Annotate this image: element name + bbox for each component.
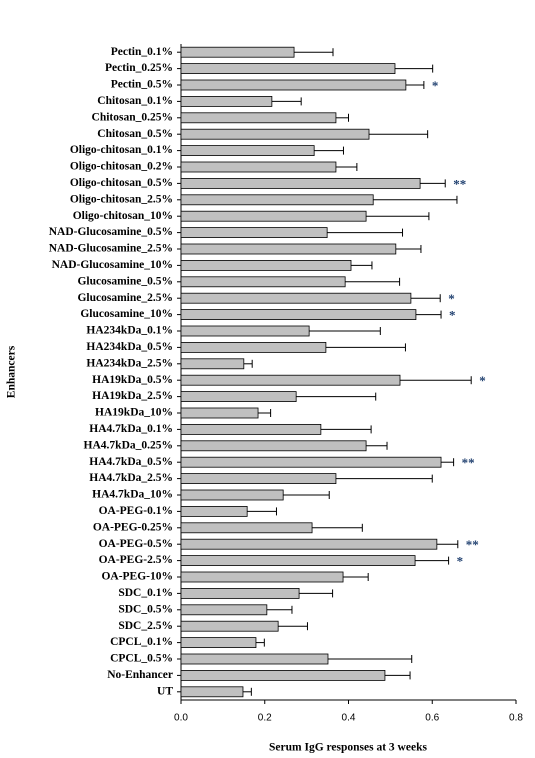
y-tick-label: OA-PEG-0.5% — [99, 538, 173, 550]
y-tick-label: HA4.7kDa_10% — [92, 489, 173, 501]
bar — [180, 653, 329, 665]
x-tick-label: 0.6 — [425, 713, 439, 724]
bar — [180, 358, 245, 370]
y-tick-label: Chitosan_0.25% — [92, 111, 173, 123]
bar — [180, 505, 248, 517]
x-tick-label: 0.4 — [342, 713, 356, 724]
y-tick-label: HA19kDa_2.5% — [92, 390, 173, 402]
bar — [180, 341, 327, 353]
y-tick-label: HA234kDa_0.1% — [86, 325, 173, 337]
y-tick-label: Glucosamine_10% — [80, 308, 173, 320]
y-tick-label: NAD-Glucosamine_10% — [52, 259, 173, 271]
significance-mark: ** — [462, 455, 475, 470]
bar — [180, 96, 273, 107]
bar — [180, 128, 370, 140]
bar — [180, 555, 416, 566]
y-tick-label: No-Enhancer — [107, 669, 173, 681]
y-tick-label: HA4.7kDa_0.5% — [89, 456, 173, 468]
y-tick-label: NAD-Glucosamine_0.5% — [49, 226, 173, 238]
bar — [180, 79, 407, 91]
y-tick-label: HA4.7kDa_0.1% — [89, 423, 173, 435]
y-tick-label: SDC_2.5% — [118, 620, 173, 632]
bar — [180, 46, 295, 58]
y-tick-label: HA4.7kDa_2.5% — [89, 472, 173, 484]
y-tick-label: HA4.7kDa_0.25% — [84, 439, 173, 451]
bar — [180, 686, 244, 698]
bar — [180, 538, 438, 550]
y-tick-label: Chitosan_0.1% — [97, 95, 173, 107]
bar — [180, 440, 367, 452]
y-tick-label: Oligo-chitosan_10% — [73, 210, 173, 222]
bar — [180, 276, 346, 288]
bar — [180, 177, 421, 189]
x-tick-label: 0.8 — [509, 713, 523, 724]
bar — [180, 620, 279, 632]
y-tick-label: Oligo-chitosan_0.5% — [70, 177, 173, 189]
y-tick-label: Chitosan_0.5% — [97, 128, 173, 140]
bar — [180, 374, 401, 386]
y-tick-label: SDC_0.1% — [118, 587, 173, 599]
significance-mark: ** — [453, 176, 466, 191]
bar — [180, 259, 352, 271]
y-tick-label: OA-PEG-2.5% — [99, 554, 173, 566]
bar — [180, 670, 386, 681]
y-tick-label: OA-PEG-0.1% — [99, 505, 173, 517]
y-tick-label: Pectin_0.1% — [111, 46, 173, 58]
x-tick-label: 0.2 — [258, 713, 272, 724]
y-tick-label: Pectin_0.25% — [105, 62, 173, 74]
significance-mark: * — [449, 308, 456, 323]
bar — [180, 604, 268, 616]
significance-mark: * — [448, 291, 455, 306]
bar — [180, 407, 259, 419]
significance-mark: * — [457, 554, 464, 569]
bar — [180, 423, 322, 435]
y-tick-label: HA19kDa_10% — [95, 407, 173, 419]
x-axis-label: Serum IgG responses at 3 weeks — [269, 742, 427, 754]
bar — [180, 309, 417, 321]
y-tick-label: CPCL_0.1% — [110, 636, 173, 648]
bar — [180, 145, 315, 157]
bar — [180, 489, 284, 501]
bar — [180, 112, 337, 124]
bar — [180, 63, 396, 74]
y-tick-label: OA-PEG-0.25% — [93, 521, 173, 533]
bar — [180, 588, 300, 599]
bar — [180, 456, 442, 468]
y-tick-label: Pectin_0.5% — [111, 79, 173, 91]
y-tick-label: NAD-Glucosamine_2.5% — [49, 243, 173, 255]
bar — [180, 292, 412, 304]
y-tick-label: UT — [157, 685, 173, 697]
bar — [180, 571, 344, 583]
y-tick-label: SDC_0.5% — [118, 603, 173, 615]
bar — [180, 637, 257, 648]
significance-mark: * — [432, 78, 439, 93]
y-tick-label: Oligo-chitosan_0.2% — [70, 161, 173, 173]
bar — [180, 243, 397, 255]
bar — [180, 210, 367, 222]
y-tick-label: HA19kDa_0.5% — [92, 374, 173, 386]
y-axis-label: Enhancers — [6, 345, 18, 398]
bar — [180, 161, 337, 173]
bar — [180, 522, 313, 534]
significance-mark: ** — [466, 537, 479, 552]
x-tick-label: 0.0 — [174, 713, 188, 724]
y-tick-label: OA-PEG-10% — [101, 571, 173, 583]
bar — [180, 391, 297, 403]
bar — [180, 194, 374, 206]
bar — [180, 473, 337, 485]
bar — [180, 227, 328, 239]
y-tick-label: Glucosamine_2.5% — [77, 292, 173, 304]
significance-mark: * — [479, 373, 486, 388]
y-tick-label: Oligo-chitosan_0.1% — [70, 144, 173, 156]
y-tick-label: HA234kDa_2.5% — [86, 357, 173, 369]
y-tick-label: CPCL_0.5% — [110, 653, 173, 665]
y-tick-label: HA234kDa_0.5% — [86, 341, 173, 353]
y-tick-label: Oligo-chitosan_2.5% — [70, 193, 173, 205]
bar — [180, 325, 310, 337]
y-tick-label: Glucosamine_0.5% — [77, 275, 173, 287]
